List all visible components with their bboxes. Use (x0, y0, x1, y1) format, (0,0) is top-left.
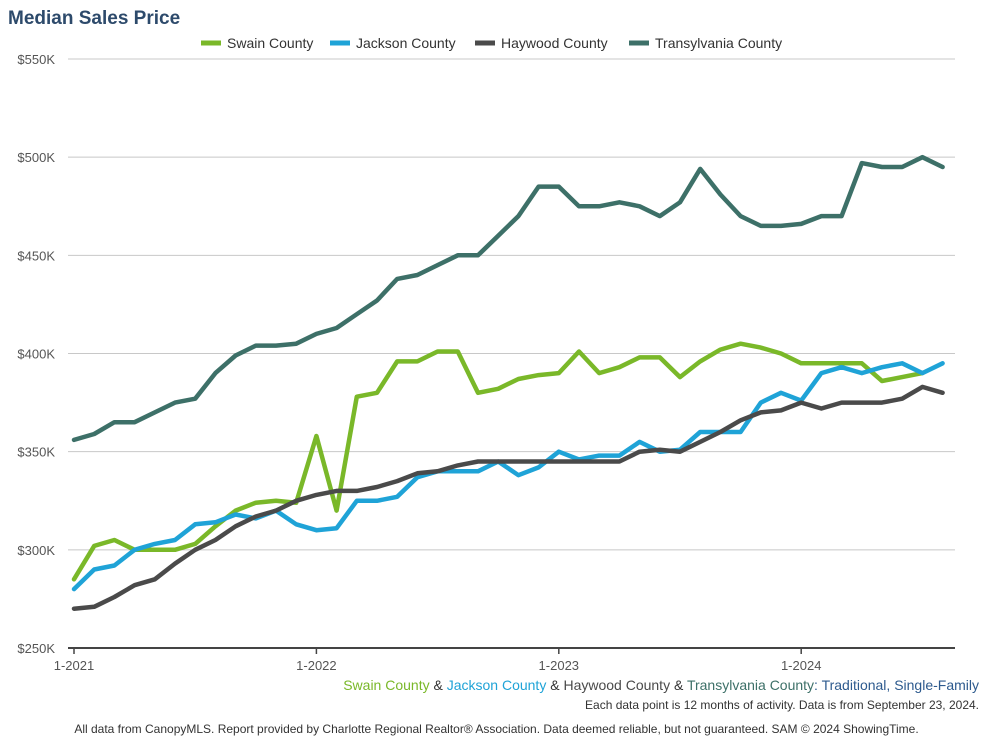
axes: $250K $300K $350K $400K $450K $500K $550K 1-202… (17, 52, 955, 673)
legend-label: Transylvania County (655, 35, 782, 51)
subtitle-property-type: : Traditional, Single-Family (814, 677, 979, 693)
y-tick-label: $500K (17, 150, 55, 165)
y-tick-label: $350K (17, 445, 55, 460)
series-line-swain-county (71, 341, 925, 582)
x-tick-label: 1-2023 (539, 658, 579, 673)
y-tick-label: $550K (17, 52, 55, 67)
y-tick-label: $300K (17, 543, 55, 558)
x-tick-label: 1-2022 (296, 658, 336, 673)
x-tick-label: 1-2021 (54, 658, 94, 673)
subtitle-haywood: Haywood County (563, 677, 671, 693)
series-line-haywood-county (71, 384, 945, 611)
subtitle-sep-1: & (429, 677, 447, 693)
data-note: Each data point is 12 months of activity… (585, 698, 979, 712)
gridlines (68, 58, 955, 551)
source-note: All data from CanopyMLS. Report provided… (74, 722, 919, 736)
legend-label: Haywood County (501, 35, 608, 51)
subtitle-jackson: Jackson County (446, 677, 547, 693)
x-tick-label: 1-2024 (781, 658, 821, 673)
y-tick-label: $400K (17, 347, 55, 362)
line-chart: $250K $300K $350K $400K $450K $500K $550K 1-202… (17, 35, 955, 673)
y-tick-label: $250K (17, 641, 55, 656)
legend-label: Jackson County (356, 35, 456, 51)
subtitle-sep-2: & (546, 677, 564, 693)
series-line-jackson-county (71, 361, 945, 592)
series-line-transylvania-county (71, 154, 945, 443)
y-tick-label: $450K (17, 248, 55, 263)
legend: Swain County Jackson County Haywood County… (201, 35, 782, 51)
series-lines (71, 154, 945, 611)
subtitle-transylvania: Transylvania County (686, 677, 815, 693)
subtitle-swain: Swain County (343, 677, 430, 693)
chart-subtitle: Swain County & Jackson County & Haywood … (343, 677, 979, 693)
subtitle-sep-3: & (670, 677, 687, 693)
chart-title: Median Sales Price (8, 8, 181, 29)
legend-label: Swain County (227, 35, 313, 51)
